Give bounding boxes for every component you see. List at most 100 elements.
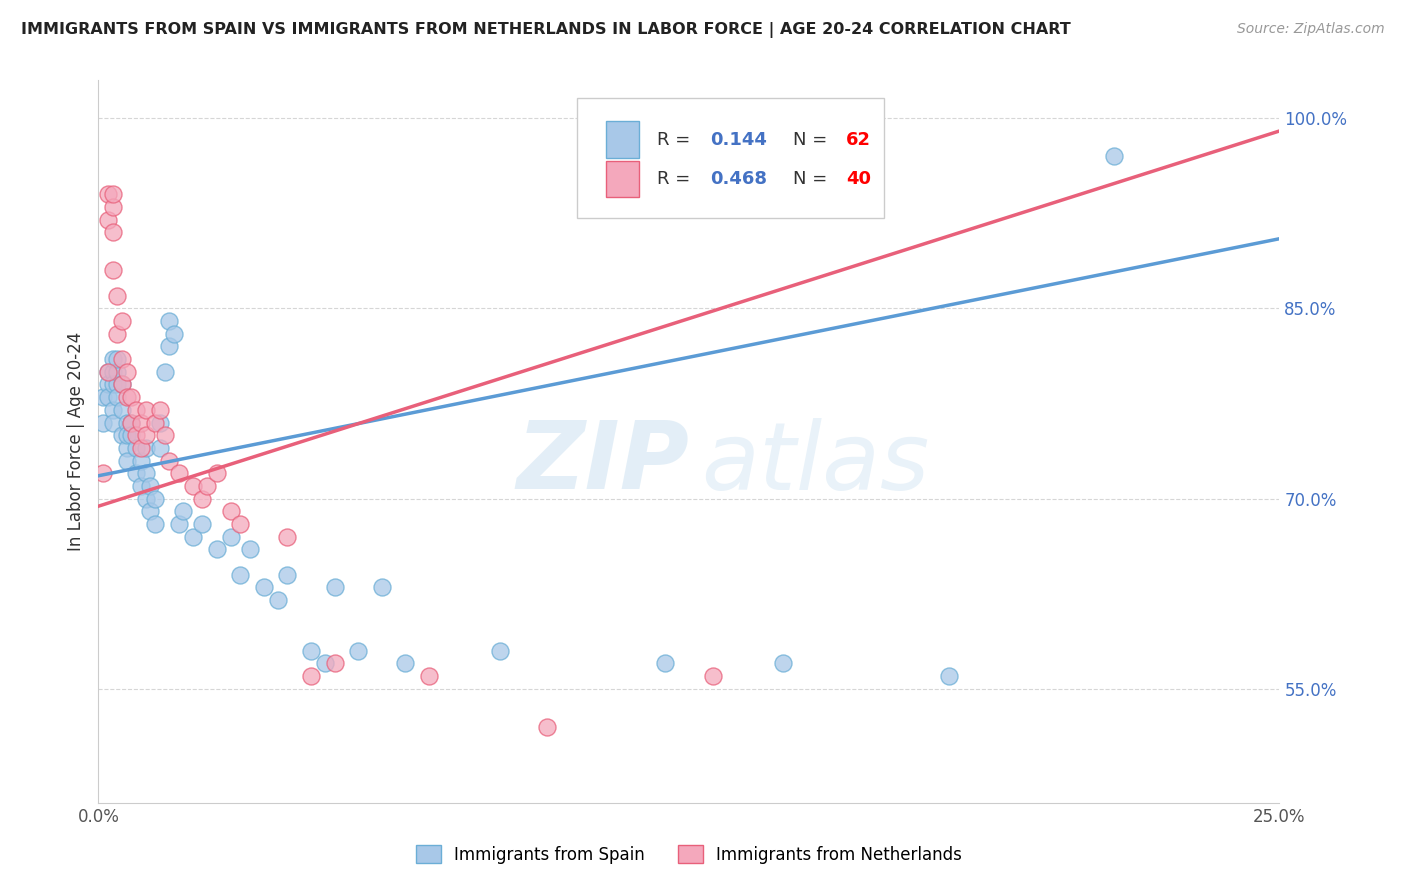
Text: R =: R =: [657, 130, 696, 149]
Bar: [606, 161, 640, 197]
Point: [105, 365, 128, 379]
Text: atlas: atlas: [700, 417, 929, 508]
Point: [111, 352, 134, 367]
Point: [101, 263, 124, 277]
Legend: Immigrants from Spain, Immigrants from Netherlands: Immigrants from Spain, Immigrants from N…: [409, 838, 969, 871]
Point: [105, 326, 128, 341]
Point: [149, 441, 172, 455]
Point: [938, 669, 960, 683]
Point: [121, 428, 143, 442]
Text: Source: ZipAtlas.com: Source: ZipAtlas.com: [1237, 22, 1385, 37]
Point: [167, 467, 190, 481]
Point: [129, 453, 152, 467]
Point: [181, 479, 204, 493]
Point: [172, 504, 194, 518]
Point: [129, 441, 152, 455]
Point: [239, 542, 262, 557]
Point: [163, 326, 186, 341]
Point: [143, 491, 166, 506]
Point: [105, 289, 128, 303]
Point: [97, 212, 120, 227]
Point: [111, 377, 134, 392]
Point: [105, 377, 128, 392]
Point: [536, 720, 558, 734]
Point: [191, 516, 214, 531]
Point: [143, 516, 166, 531]
Point: [135, 441, 157, 455]
Point: [149, 416, 172, 430]
Point: [111, 377, 134, 392]
Text: R =: R =: [657, 170, 696, 188]
Point: [129, 479, 152, 493]
Point: [115, 441, 138, 455]
Point: [115, 453, 138, 467]
Point: [111, 428, 134, 442]
Point: [101, 416, 124, 430]
Point: [125, 402, 148, 417]
Text: 62: 62: [846, 130, 872, 149]
Point: [702, 669, 724, 683]
Point: [371, 580, 394, 594]
Point: [129, 416, 152, 430]
Point: [195, 479, 218, 493]
Point: [101, 377, 124, 392]
Point: [125, 441, 148, 455]
Point: [91, 390, 114, 404]
Point: [181, 530, 204, 544]
Point: [314, 657, 336, 671]
Point: [97, 390, 120, 404]
Point: [205, 467, 228, 481]
Point: [101, 200, 124, 214]
Y-axis label: In Labor Force | Age 20-24: In Labor Force | Age 20-24: [66, 332, 84, 551]
Point: [323, 580, 346, 594]
Point: [276, 567, 298, 582]
Point: [143, 416, 166, 430]
Point: [115, 390, 138, 404]
Point: [111, 314, 134, 328]
Point: [157, 314, 180, 328]
Text: ZIP: ZIP: [516, 417, 689, 509]
Point: [91, 467, 114, 481]
Point: [157, 339, 180, 353]
Point: [105, 390, 128, 404]
Point: [135, 428, 157, 442]
Point: [191, 491, 214, 506]
Point: [229, 516, 252, 531]
FancyBboxPatch shape: [576, 98, 884, 218]
Point: [347, 643, 370, 657]
Point: [97, 187, 120, 202]
Point: [97, 365, 120, 379]
Point: [299, 669, 322, 683]
Text: IMMIGRANTS FROM SPAIN VS IMMIGRANTS FROM NETHERLANDS IN LABOR FORCE | AGE 20-24 : IMMIGRANTS FROM SPAIN VS IMMIGRANTS FROM…: [21, 22, 1071, 38]
Point: [115, 365, 138, 379]
Text: N =: N =: [793, 170, 832, 188]
Point: [101, 187, 124, 202]
Point: [97, 377, 120, 392]
Bar: [606, 121, 640, 158]
Point: [135, 402, 157, 417]
Point: [101, 226, 124, 240]
Point: [153, 365, 176, 379]
Point: [205, 542, 228, 557]
Point: [253, 580, 276, 594]
Point: [229, 567, 252, 582]
Point: [394, 657, 416, 671]
Point: [97, 365, 120, 379]
Point: [299, 643, 322, 657]
Point: [276, 530, 298, 544]
Point: [153, 428, 176, 442]
Point: [219, 530, 242, 544]
Point: [121, 390, 143, 404]
Text: 0.468: 0.468: [710, 170, 768, 188]
Point: [267, 593, 290, 607]
Point: [139, 504, 162, 518]
Point: [157, 453, 180, 467]
Point: [219, 504, 242, 518]
Point: [149, 402, 172, 417]
Point: [135, 467, 157, 481]
Point: [115, 416, 138, 430]
Point: [125, 428, 148, 442]
Text: N =: N =: [793, 130, 832, 149]
Text: 40: 40: [846, 170, 872, 188]
Point: [125, 467, 148, 481]
